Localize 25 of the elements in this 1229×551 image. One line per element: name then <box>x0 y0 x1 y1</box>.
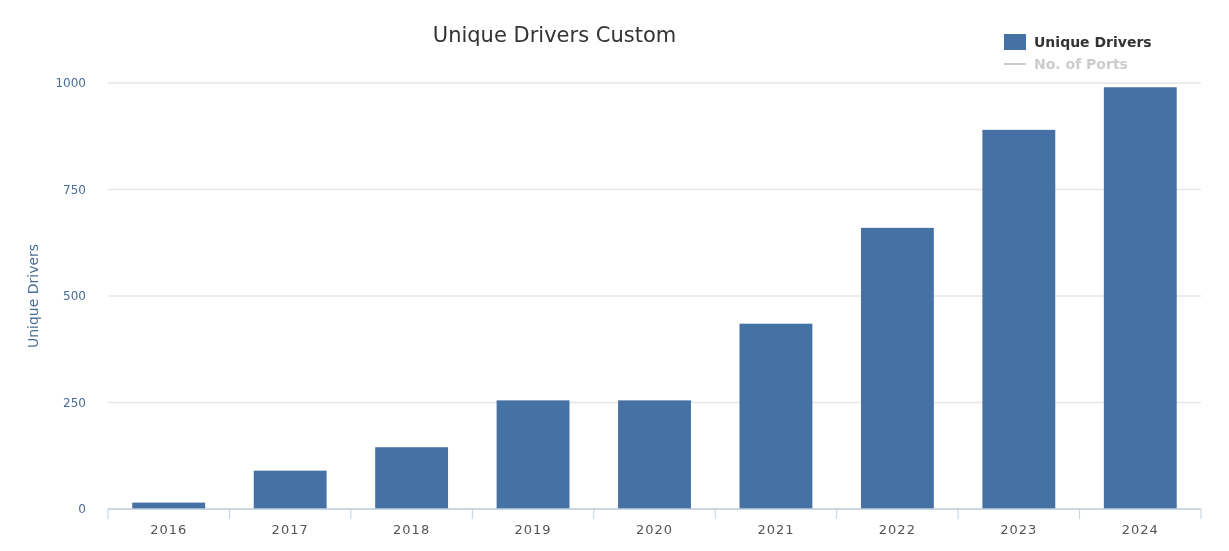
y-axis-title: Unique Drivers <box>25 243 41 349</box>
y-tick-label: 500 <box>63 289 86 304</box>
x-tick-label: 2020 <box>635 522 674 537</box>
bar <box>253 470 327 509</box>
x-tick-label: 2021 <box>757 522 795 537</box>
bar <box>375 447 449 509</box>
y-tick-label: 250 <box>63 395 86 410</box>
x-tick-label: 2017 <box>271 522 309 537</box>
bar <box>618 400 691 509</box>
x-tick-label: 2019 <box>514 522 552 537</box>
bar <box>860 227 934 509</box>
bar <box>496 400 570 509</box>
y-tick-label: 750 <box>63 182 86 197</box>
x-tick-label: 2023 <box>1000 522 1038 537</box>
y-tick-label: 0 <box>78 502 86 517</box>
bar <box>739 323 813 509</box>
x-tick-label: 2018 <box>393 522 431 537</box>
x-tick-label: 2022 <box>878 522 916 537</box>
x-tick-label: 2024 <box>1121 522 1159 537</box>
x-tick-label: 2016 <box>150 522 188 537</box>
bar <box>982 129 1056 509</box>
bar <box>1103 87 1177 509</box>
legend-label: Unique Drivers <box>1034 33 1152 50</box>
chart-title: Unique Drivers Custom <box>432 23 677 47</box>
y-tick-label: 1000 <box>55 76 86 91</box>
